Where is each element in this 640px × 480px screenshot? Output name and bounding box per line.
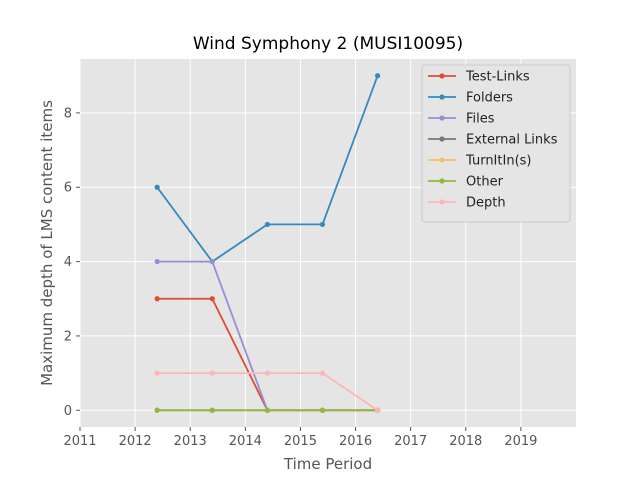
legend-swatch-marker-folders (439, 94, 445, 100)
y-tick-label: 4 (64, 255, 72, 270)
grid (79, 59, 576, 427)
legend-label-other: Other (466, 175, 504, 190)
y-tick-label: 2 (64, 329, 72, 344)
data-point-folders (264, 221, 270, 228)
legend-label-files: Files (466, 112, 495, 127)
series-other (154, 407, 381, 413)
x-tick-label: 2018 (449, 434, 482, 449)
x-tick-label: 2017 (394, 434, 427, 449)
legend: Test-Links Folders Files External Links Turn… (421, 64, 571, 223)
x-axis-label: Time Period (283, 455, 372, 473)
data-point-depth (209, 370, 215, 376)
data-point-other (209, 407, 215, 413)
legend-label-turnitin-s: TurnItIn(s) (465, 154, 531, 169)
y-tick-label: 0 (64, 404, 72, 419)
series-depth (154, 370, 381, 413)
data-point-folders (154, 184, 160, 190)
data-point-test-links (154, 296, 160, 302)
legend-swatch-marker-test-links (439, 73, 445, 79)
legend-label-folders: Folders (466, 91, 513, 106)
y-tick-label: 6 (64, 181, 72, 196)
data-point-files (154, 258, 160, 265)
legend-label-depth: Depth (466, 196, 506, 211)
data-point-depth (264, 370, 270, 376)
legend-label-external-links: External Links (466, 133, 558, 148)
legend-swatch-marker-depth (439, 199, 445, 205)
chart-title: Wind Symphony 2 (MUSI10095) (193, 34, 463, 54)
y-axis-label: Maximum depth of LMS content items (38, 100, 56, 386)
data-point-folders (319, 221, 326, 228)
x-tick-label: 2013 (174, 434, 207, 449)
x-axis-ticks: 2011 2012 2013 2014 2015 2016 2017 2018 2019 (63, 427, 537, 449)
data-point-other (264, 407, 270, 413)
legend-swatch-marker-external-links (439, 136, 445, 142)
legend-swatch-marker-turnitin-s (439, 157, 445, 163)
x-tick-label: 2019 (504, 434, 537, 449)
x-tick-label: 2016 (339, 434, 372, 449)
data-point-other (154, 407, 160, 413)
series-layer (154, 73, 381, 413)
legend-swatch-marker-files (439, 115, 445, 121)
y-tick-label: 8 (64, 106, 72, 121)
legend-box (421, 64, 571, 223)
x-tick-label: 2012 (119, 434, 152, 449)
y-axis-ticks: 0 2 4 6 8 (64, 106, 80, 419)
data-point-folders (375, 73, 381, 79)
x-tick-label: 2014 (229, 434, 262, 449)
x-tick-label: 2011 (63, 434, 96, 449)
legend-label-test-links: Test-Links (465, 70, 530, 85)
data-point-files (209, 258, 215, 265)
data-point-depth (375, 407, 381, 413)
data-point-other (319, 407, 326, 413)
data-point-depth (319, 370, 326, 376)
data-point-depth (154, 370, 160, 376)
x-tick-label: 2015 (284, 434, 317, 449)
legend-swatch-marker-other (439, 178, 445, 184)
data-point-test-links (209, 296, 215, 302)
